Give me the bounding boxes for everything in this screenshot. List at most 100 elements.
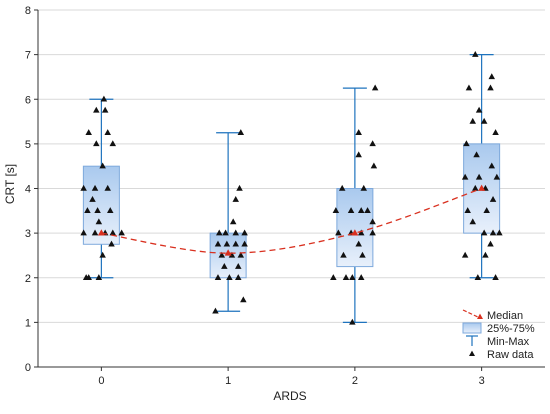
raw-data-point	[469, 218, 477, 225]
raw-data-point	[226, 274, 233, 280]
y-tick-label: 6	[25, 94, 31, 106]
raw-data-point	[95, 274, 103, 280]
raw-data-point	[461, 251, 469, 258]
raw-data-point	[235, 274, 242, 280]
raw-data-point	[235, 262, 242, 269]
raw-data-point	[118, 229, 125, 236]
raw-data-point	[482, 251, 489, 258]
raw-data-point	[492, 274, 499, 280]
raw-data-point	[340, 251, 347, 258]
legend-item-iqr: 25%-75%	[462, 322, 535, 335]
raw-data-point	[99, 251, 106, 258]
raw-data-point	[241, 229, 248, 236]
y-tick-label: 2	[25, 273, 31, 285]
raw-data-point	[342, 274, 350, 280]
raw-data-point	[475, 173, 483, 180]
y-tick-label: 4	[25, 184, 31, 196]
raw-data-point	[93, 106, 100, 113]
raw-data-point	[91, 229, 99, 236]
raw-data-point	[108, 240, 115, 247]
raw-data-point	[349, 318, 356, 325]
raw-data-point	[492, 129, 499, 135]
median-curve	[97, 184, 486, 256]
raw-data-point	[218, 251, 226, 258]
raw-data-point	[332, 207, 340, 214]
raw-data-point	[357, 274, 365, 280]
raw-data-point	[347, 207, 355, 214]
raw-data-point	[85, 129, 92, 135]
raw-data-point	[93, 140, 100, 147]
raw-data-point	[338, 184, 346, 191]
y-tick-label: 8	[25, 5, 31, 17]
x-tick-label: 3	[479, 375, 485, 387]
raw-data-point	[487, 84, 494, 91]
y-tick-label: 7	[25, 50, 31, 62]
raw-data-point	[461, 173, 469, 180]
raw-data-point	[106, 207, 114, 214]
raw-data-point	[364, 207, 371, 214]
raw-data-point	[221, 262, 228, 269]
raw-data-point	[469, 117, 477, 124]
raw-data-point	[80, 184, 87, 191]
raw-data-point	[496, 229, 503, 236]
raw-data-point	[357, 229, 365, 236]
raw-data-point	[472, 184, 479, 191]
raw-data-point	[472, 50, 479, 57]
median-marker	[478, 184, 486, 191]
raw-data-point	[109, 140, 117, 147]
x-tick-label: 2	[352, 375, 358, 387]
median-marker	[224, 249, 232, 256]
y-tick-label: 5	[25, 139, 31, 151]
raw-data-point	[349, 274, 356, 280]
raw-data-point	[474, 274, 482, 280]
raw-data-point	[84, 207, 91, 214]
raw-data-point	[360, 184, 367, 191]
raw-data-point	[100, 95, 108, 102]
legend-item-range: Min-Max	[466, 335, 530, 348]
raw-data-point	[216, 229, 223, 236]
raw-data-point	[488, 73, 496, 80]
raw-data-point	[232, 196, 239, 202]
raw-data-point	[330, 274, 337, 280]
raw-data-point	[104, 184, 111, 191]
y-tick-label: 0	[25, 362, 31, 374]
legend-label: 25%-75%	[487, 323, 535, 335]
legend-raw-swatch	[469, 350, 475, 357]
legend-label: Raw data	[487, 349, 534, 361]
raw-data-point	[241, 240, 248, 247]
raw-data-point	[212, 307, 219, 314]
x-tick-label: 0	[98, 375, 104, 387]
y-axis-label: CRT [s]	[3, 164, 17, 204]
raw-data-point	[237, 251, 245, 258]
raw-data-point	[89, 196, 96, 202]
raw-data-point	[222, 229, 229, 236]
raw-data-point	[464, 207, 471, 214]
x-axis-label: ARDS	[273, 389, 306, 403]
legend-label: Median	[487, 310, 523, 322]
axes: 0 1 2 3 4 5 6 7 8 0 1 2 3	[25, 5, 545, 387]
raw-data-point	[236, 184, 243, 191]
raw-data-point	[104, 129, 111, 135]
raw-data-point	[489, 229, 497, 236]
raw-data-point	[465, 84, 473, 91]
raw-data-point	[109, 229, 117, 236]
raw-data-point	[237, 129, 245, 135]
median-marker	[97, 229, 105, 236]
legend-iqr-swatch	[462, 322, 482, 334]
y-tick-label: 3	[25, 228, 31, 240]
raw-data-point	[229, 218, 237, 225]
raw-data-point	[357, 207, 365, 214]
raw-data-point	[355, 129, 362, 135]
raw-data-point	[480, 229, 488, 236]
legend-median-marker	[477, 313, 483, 320]
iqr-box	[463, 143, 501, 234]
raw-data-point	[480, 117, 488, 124]
raw-data-point	[95, 218, 103, 225]
median-marker	[351, 229, 359, 236]
raw-data-point	[489, 196, 497, 202]
raw-data-point	[369, 218, 376, 225]
raw-data-point	[369, 229, 376, 236]
raw-data-point	[487, 240, 494, 247]
